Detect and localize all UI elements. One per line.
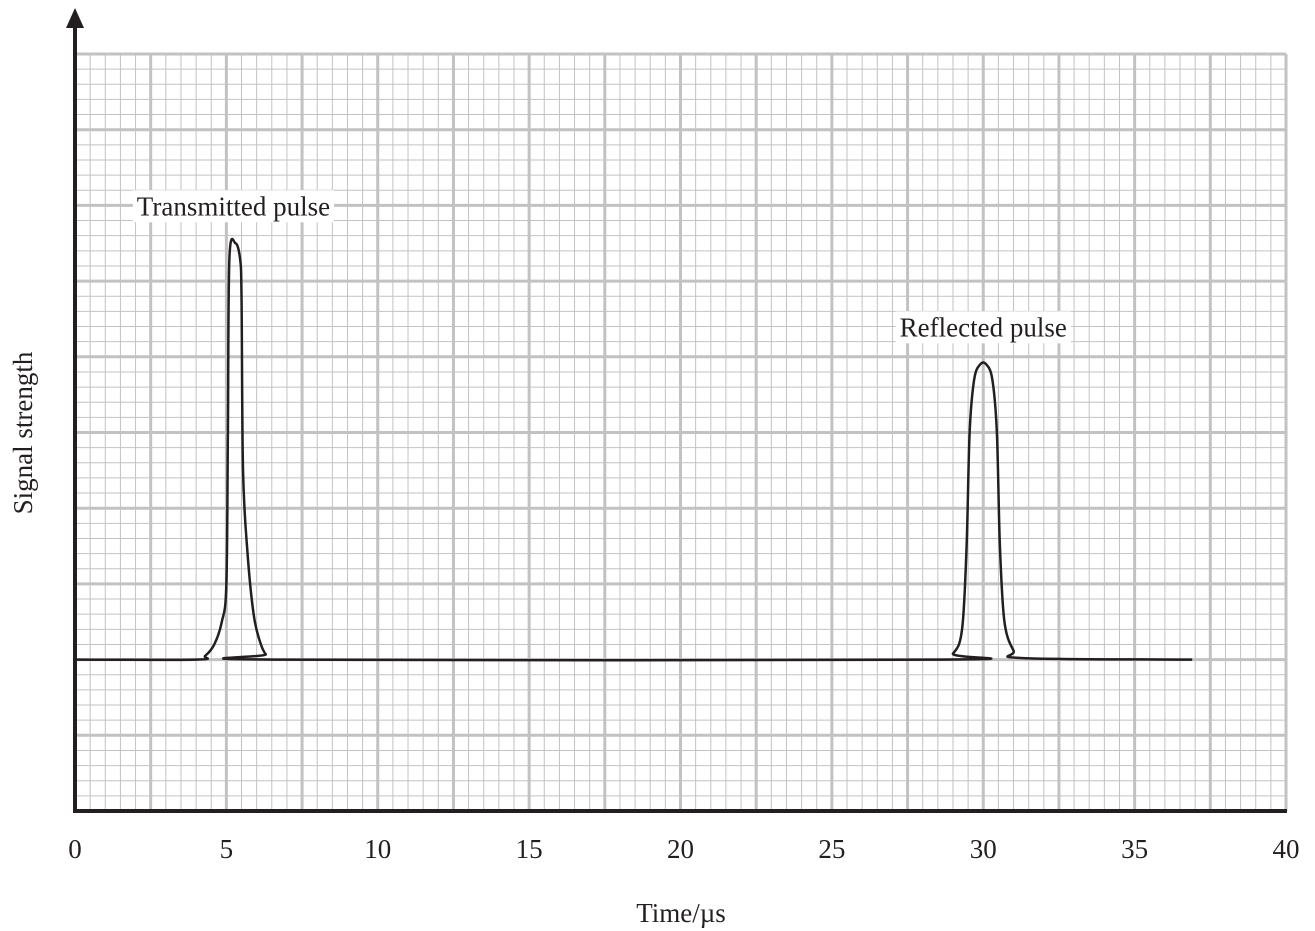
x-tick-label: 25 bbox=[818, 834, 845, 864]
annotation-label: Reflected pulse bbox=[900, 312, 1067, 342]
x-tick-label: 15 bbox=[516, 834, 543, 864]
x-tick-label: 20 bbox=[667, 834, 694, 864]
annotation-background bbox=[132, 190, 335, 223]
signal-line bbox=[74, 237, 1193, 662]
x-tick-label: 35 bbox=[1121, 834, 1148, 864]
x-tick-label: 0 bbox=[68, 834, 82, 864]
axes bbox=[66, 8, 1287, 813]
x-tick-label: 5 bbox=[220, 834, 234, 864]
x-tick-labels: 0 5 10 15 20 25 30 35 40 bbox=[68, 834, 1299, 864]
x-axis-label: Time/µs bbox=[636, 898, 726, 928]
y-axis-label: Signal strength bbox=[8, 351, 38, 514]
annotation: Transmitted pulse bbox=[132, 190, 335, 223]
y-axis-arrow bbox=[66, 8, 84, 28]
annotations: Transmitted pulse Reflected pulse bbox=[132, 190, 1071, 344]
x-tick-label: 40 bbox=[1273, 834, 1300, 864]
x-tick-label: 30 bbox=[970, 834, 997, 864]
annotation-background bbox=[895, 311, 1071, 344]
x-tick-label: 10 bbox=[364, 834, 391, 864]
annotation: Reflected pulse bbox=[895, 311, 1071, 344]
annotation-label: Transmitted pulse bbox=[137, 191, 330, 221]
